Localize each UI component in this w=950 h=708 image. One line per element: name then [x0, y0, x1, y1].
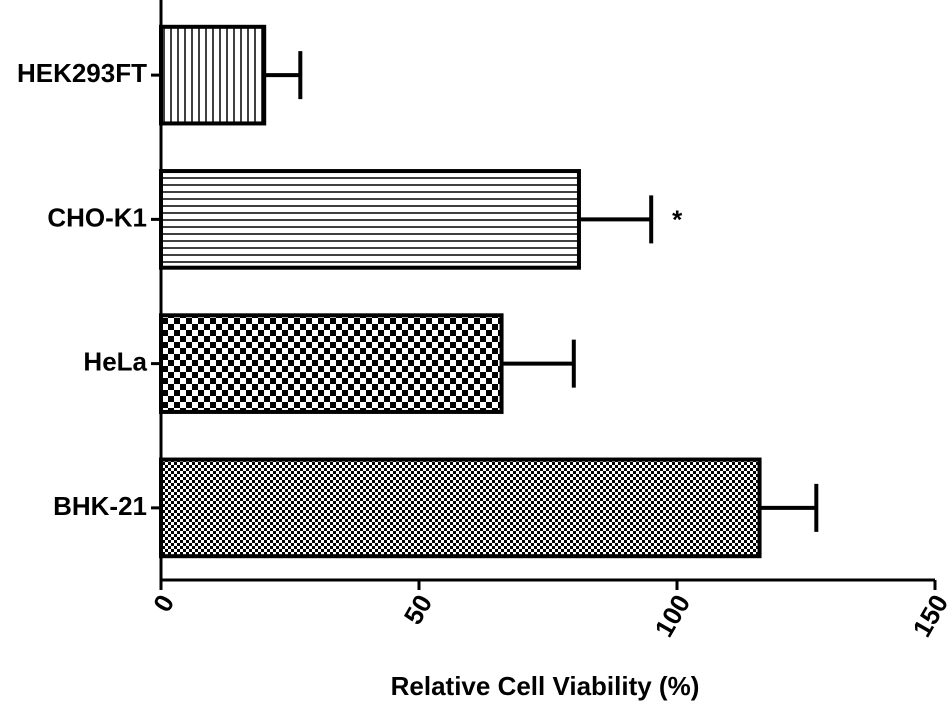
- y-tick-label: HeLa: [83, 347, 147, 377]
- y-tick-label: HEK293FT: [17, 58, 147, 88]
- x-tick-label: 50: [398, 589, 438, 629]
- x-axis-label: Relative Cell Viability (%): [391, 671, 700, 701]
- y-tick-label: CHO-K1: [47, 202, 147, 232]
- bar: [159, 457, 762, 559]
- x-tick-label: 150: [906, 589, 950, 642]
- y-tick-label: BHK-21: [53, 491, 147, 521]
- bar: [159, 313, 504, 414]
- x-tick-label: 0: [147, 589, 180, 617]
- annotation: *: [672, 204, 683, 234]
- x-tick-label: 100: [648, 589, 696, 642]
- bar: [159, 24, 267, 126]
- bar: [159, 169, 581, 270]
